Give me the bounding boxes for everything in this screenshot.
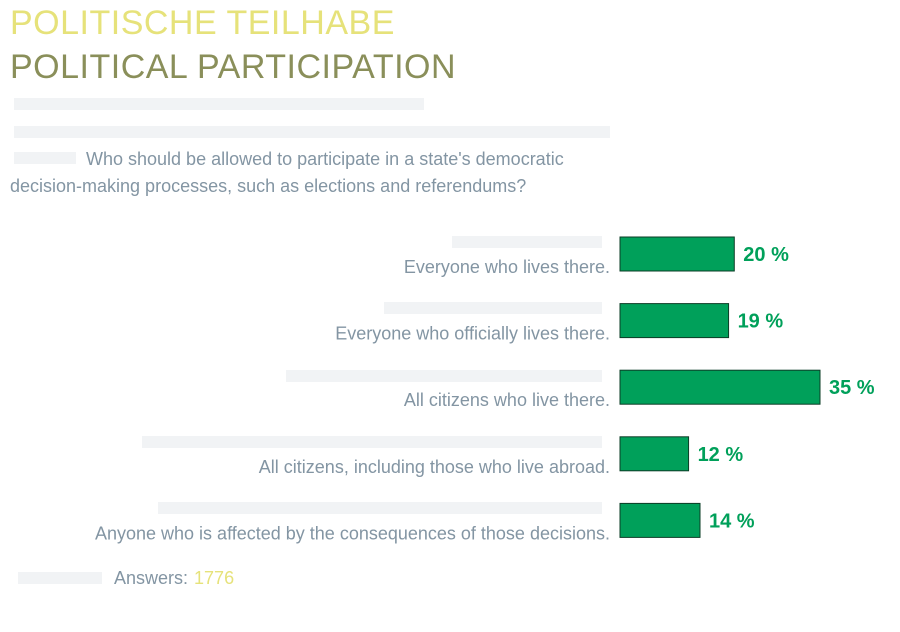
ghost-line [286, 370, 602, 382]
ghost-line [142, 436, 602, 448]
question-text: Who should be allowed to participate in … [10, 146, 630, 200]
category-label: All citizens who live there. [404, 390, 610, 410]
ghost-line [158, 502, 602, 514]
bar-5 [619, 502, 701, 538]
ghost-line [14, 98, 424, 110]
ghost-line [452, 236, 602, 248]
bar-value-label: 35 % [829, 377, 875, 399]
bar-4 [619, 436, 690, 472]
bar-value-label: 14 % [709, 510, 755, 532]
category-label: All citizens, including those who live a… [259, 457, 610, 477]
ghost-line [14, 126, 610, 138]
question-body: Who should be allowed to participate in … [10, 149, 564, 196]
ghost-line [384, 302, 602, 314]
category-label: Everyone who officially lives there. [335, 324, 610, 344]
ghost-line [18, 572, 102, 584]
bar-3 [619, 369, 821, 405]
bar-value-label: 20 % [743, 244, 789, 266]
title-english: POLITICAL PARTICIPATION [10, 48, 457, 86]
answers-label: Answers: [114, 568, 189, 588]
bar-1 [619, 236, 735, 272]
answers-count: 1776 [194, 568, 235, 588]
bar-value-label: 12 % [698, 444, 744, 466]
category-label: Everyone who lives there. [404, 257, 610, 277]
ghost-line [14, 152, 76, 164]
bar-2 [619, 303, 730, 339]
bar-value-label: 19 % [738, 311, 784, 333]
category-label: Anyone who is affected by the consequenc… [95, 523, 610, 543]
title-german: POLITISCHE TEILHABE [10, 4, 395, 42]
answers-footer: Answers: 1776 [114, 568, 234, 589]
